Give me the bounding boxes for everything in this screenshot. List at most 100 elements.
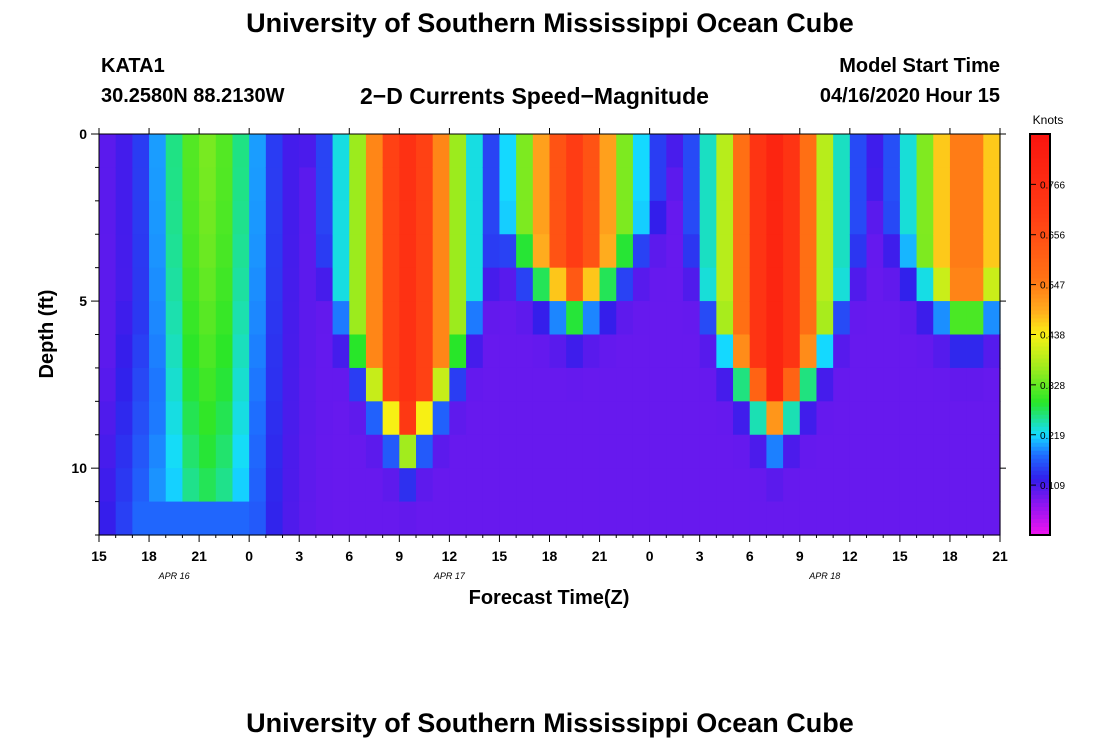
- colorbar-segment: [1030, 250, 1050, 255]
- heatmap-cell: [215, 234, 234, 269]
- colorbar-segment: [1030, 282, 1050, 287]
- heatmap-cell: [315, 134, 334, 169]
- heatmap-cell: [232, 134, 250, 169]
- heatmap-cell: [616, 367, 634, 402]
- heatmap-cell: [766, 301, 784, 336]
- heatmap-cell: [899, 468, 918, 503]
- heatmap-cell: [933, 501, 951, 536]
- colorbar-segment: [1030, 434, 1050, 440]
- heatmap-cell: [716, 501, 734, 536]
- heatmap-cell: [849, 334, 868, 369]
- heatmap-cell: [916, 434, 934, 469]
- heatmap-cell: [933, 301, 951, 336]
- heatmap-cell: [833, 334, 851, 369]
- heatmap-cell: [249, 267, 267, 302]
- heatmap-cell: [849, 134, 868, 169]
- heatmap-cell: [432, 501, 450, 536]
- heatmap-cell: [883, 434, 901, 469]
- heatmap-cell: [232, 501, 250, 536]
- colorbar-segment: [1030, 310, 1050, 316]
- heatmap-cell: [182, 501, 200, 536]
- heatmap-cell: [499, 434, 517, 469]
- heatmap-cell: [616, 468, 634, 503]
- heatmap-cell: [916, 468, 934, 503]
- heatmap-cell: [482, 434, 501, 469]
- heatmap-cell: [449, 334, 467, 369]
- heatmap-cell: [516, 401, 534, 436]
- heatmap-cell: [699, 234, 717, 269]
- heatmap-cell: [716, 134, 734, 169]
- heatmap-cell: [399, 200, 417, 235]
- heatmap-cell: [933, 401, 951, 436]
- heatmap-cell: [249, 134, 267, 169]
- heatmap-cell: [899, 200, 918, 235]
- heatmap-cell: [449, 401, 467, 436]
- x-tick-label: 18: [141, 548, 157, 564]
- heatmap-cell: [966, 200, 984, 235]
- heatmap-cell: [899, 501, 918, 536]
- heatmap-cell: [866, 401, 884, 436]
- heatmap-cell: [766, 234, 784, 269]
- heatmap-cell: [516, 200, 534, 235]
- heatmap-cell: [349, 134, 367, 169]
- heatmap-cell: [182, 167, 200, 202]
- heatmap-cell: [449, 301, 467, 336]
- heatmap-cell: [232, 334, 250, 369]
- x-tick-label: 9: [395, 548, 403, 564]
- colorbar-segment: [1030, 326, 1050, 332]
- heatmap-cell: [783, 501, 801, 536]
- heatmap-cell: [666, 468, 684, 503]
- heatmap-cell: [733, 434, 751, 469]
- heatmap-cell: [716, 200, 734, 235]
- heatmap-cell: [249, 334, 267, 369]
- heatmap-cell: [566, 301, 584, 336]
- heatmap-cell: [466, 301, 484, 336]
- heatmap-cell: [182, 334, 200, 369]
- heatmap-cell: [115, 267, 133, 302]
- heatmap-cell: [482, 200, 501, 235]
- heatmap-cell: [466, 200, 484, 235]
- heatmap-cell: [549, 434, 567, 469]
- heatmap-cell: [532, 301, 551, 336]
- heatmap-cell: [816, 301, 834, 336]
- heatmap-cell: [265, 434, 284, 469]
- heatmap-cell: [666, 401, 684, 436]
- x-tick-label: 12: [442, 548, 458, 564]
- heatmap-cell: [949, 401, 968, 436]
- heatmap-cell: [616, 267, 634, 302]
- heatmap-cell: [966, 301, 984, 336]
- heatmap-cell: [883, 134, 901, 169]
- colorbar-segment: [1030, 266, 1050, 271]
- heatmap-cell: [582, 434, 601, 469]
- colorbar-frame: [1029, 133, 1051, 536]
- colorbar-segment: [1030, 146, 1050, 151]
- colorbar-tick-label: 0.656: [1040, 231, 1065, 242]
- colorbar-segment: [1030, 478, 1050, 484]
- colorbar-segment: [1030, 366, 1050, 372]
- heatmap-cell: [516, 367, 534, 402]
- heatmap-cell: [466, 234, 484, 269]
- heatmap-cell: [432, 267, 450, 302]
- heatmap-cell: [632, 134, 651, 169]
- heatmap-cell: [899, 334, 918, 369]
- heatmap-cell: [849, 200, 868, 235]
- heatmap-cell: [416, 301, 434, 336]
- heatmap-cell: [99, 234, 117, 269]
- x-tick-label: 6: [345, 548, 353, 564]
- heatmap-cell: [766, 434, 784, 469]
- heatmap-cell: [833, 401, 851, 436]
- heatmap-cell: [666, 167, 684, 202]
- heatmap-cell: [599, 301, 617, 336]
- heatmap-cell: [799, 167, 818, 202]
- heatmap-cell: [866, 334, 884, 369]
- heatmap-cell: [549, 134, 567, 169]
- heatmap-cell: [766, 267, 784, 302]
- heatmap-cell: [416, 367, 434, 402]
- heatmap-cell: [799, 267, 818, 302]
- heatmap-cell: [399, 167, 417, 202]
- colorbar-segment: [1030, 458, 1050, 464]
- colorbar-segment: [1030, 314, 1050, 320]
- heatmap-cell: [232, 167, 250, 202]
- heatmap-cell: [983, 334, 1001, 369]
- heatmap-cell: [566, 501, 584, 536]
